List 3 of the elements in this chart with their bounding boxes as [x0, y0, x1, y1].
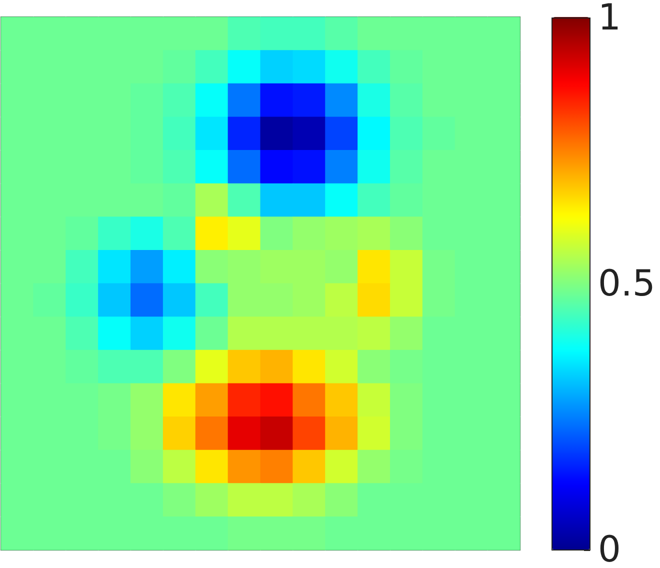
color-bar-label: 1 — [598, 0, 621, 38]
color-bar-label: 0.5 — [598, 264, 656, 304]
color-bar-label: 0 — [598, 530, 621, 568]
